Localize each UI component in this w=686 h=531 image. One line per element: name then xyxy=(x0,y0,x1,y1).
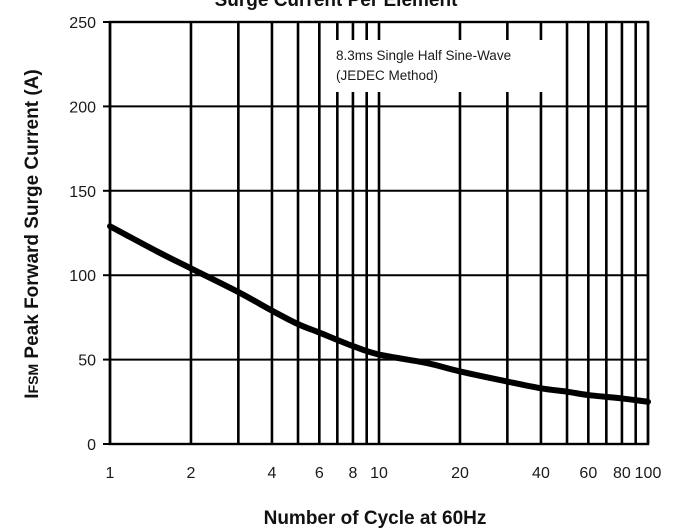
y-tick-label: 200 xyxy=(69,99,96,116)
x-tick-label: 10 xyxy=(370,465,388,482)
plot-frame xyxy=(103,20,650,446)
x-tick-label: 8 xyxy=(348,465,357,482)
y-axis-title: IFSM Peak Forward Surge Current (A) xyxy=(22,69,43,398)
x-tick-label: 6 xyxy=(315,465,324,482)
y-axis-title-text: Peak Forward Surge Current (A) xyxy=(22,69,43,364)
y-tick-labels: 0 50 100 150 200 250 xyxy=(69,15,96,454)
y-tick-label: 50 xyxy=(78,353,96,370)
x-tick-label: 20 xyxy=(451,465,469,482)
x-tick-label: 80 xyxy=(613,465,631,482)
y-tick-label: 250 xyxy=(69,15,96,32)
annotation-line-2: (JEDEC Method) xyxy=(336,68,438,83)
y-tick-label: 100 xyxy=(69,268,96,285)
surge-current-curve xyxy=(107,223,651,405)
x-axis-title: Number of Cycle at 60Hz xyxy=(264,508,487,529)
plot-border xyxy=(108,20,650,446)
curve-layer xyxy=(107,223,651,405)
annotation-layer: 8.3ms Single Half Sine-Wave (JEDEC Metho… xyxy=(333,40,543,92)
y-axis-title-symbol: I xyxy=(22,393,43,398)
y-tick-label: 150 xyxy=(69,184,96,201)
y-tick-label: 0 xyxy=(87,437,96,454)
x-tick-label: 40 xyxy=(532,465,550,482)
x-tick-label: 2 xyxy=(187,465,196,482)
x-tick-label: 1 xyxy=(106,465,115,482)
grid-layer xyxy=(108,22,650,444)
chart-title: Surge Current Per Element xyxy=(215,0,459,11)
x-tick-label: 4 xyxy=(268,465,277,482)
x-tick-labels: 1 2 4 6 8 10 20 40 60 80 100 xyxy=(106,465,662,482)
annotation-line-1: 8.3ms Single Half Sine-Wave xyxy=(336,48,511,63)
y-axis-title-subscript: FSM xyxy=(25,364,41,394)
x-tick-label: 100 xyxy=(635,465,662,482)
annotation-box xyxy=(333,40,543,92)
x-tick-label: 60 xyxy=(579,465,597,482)
